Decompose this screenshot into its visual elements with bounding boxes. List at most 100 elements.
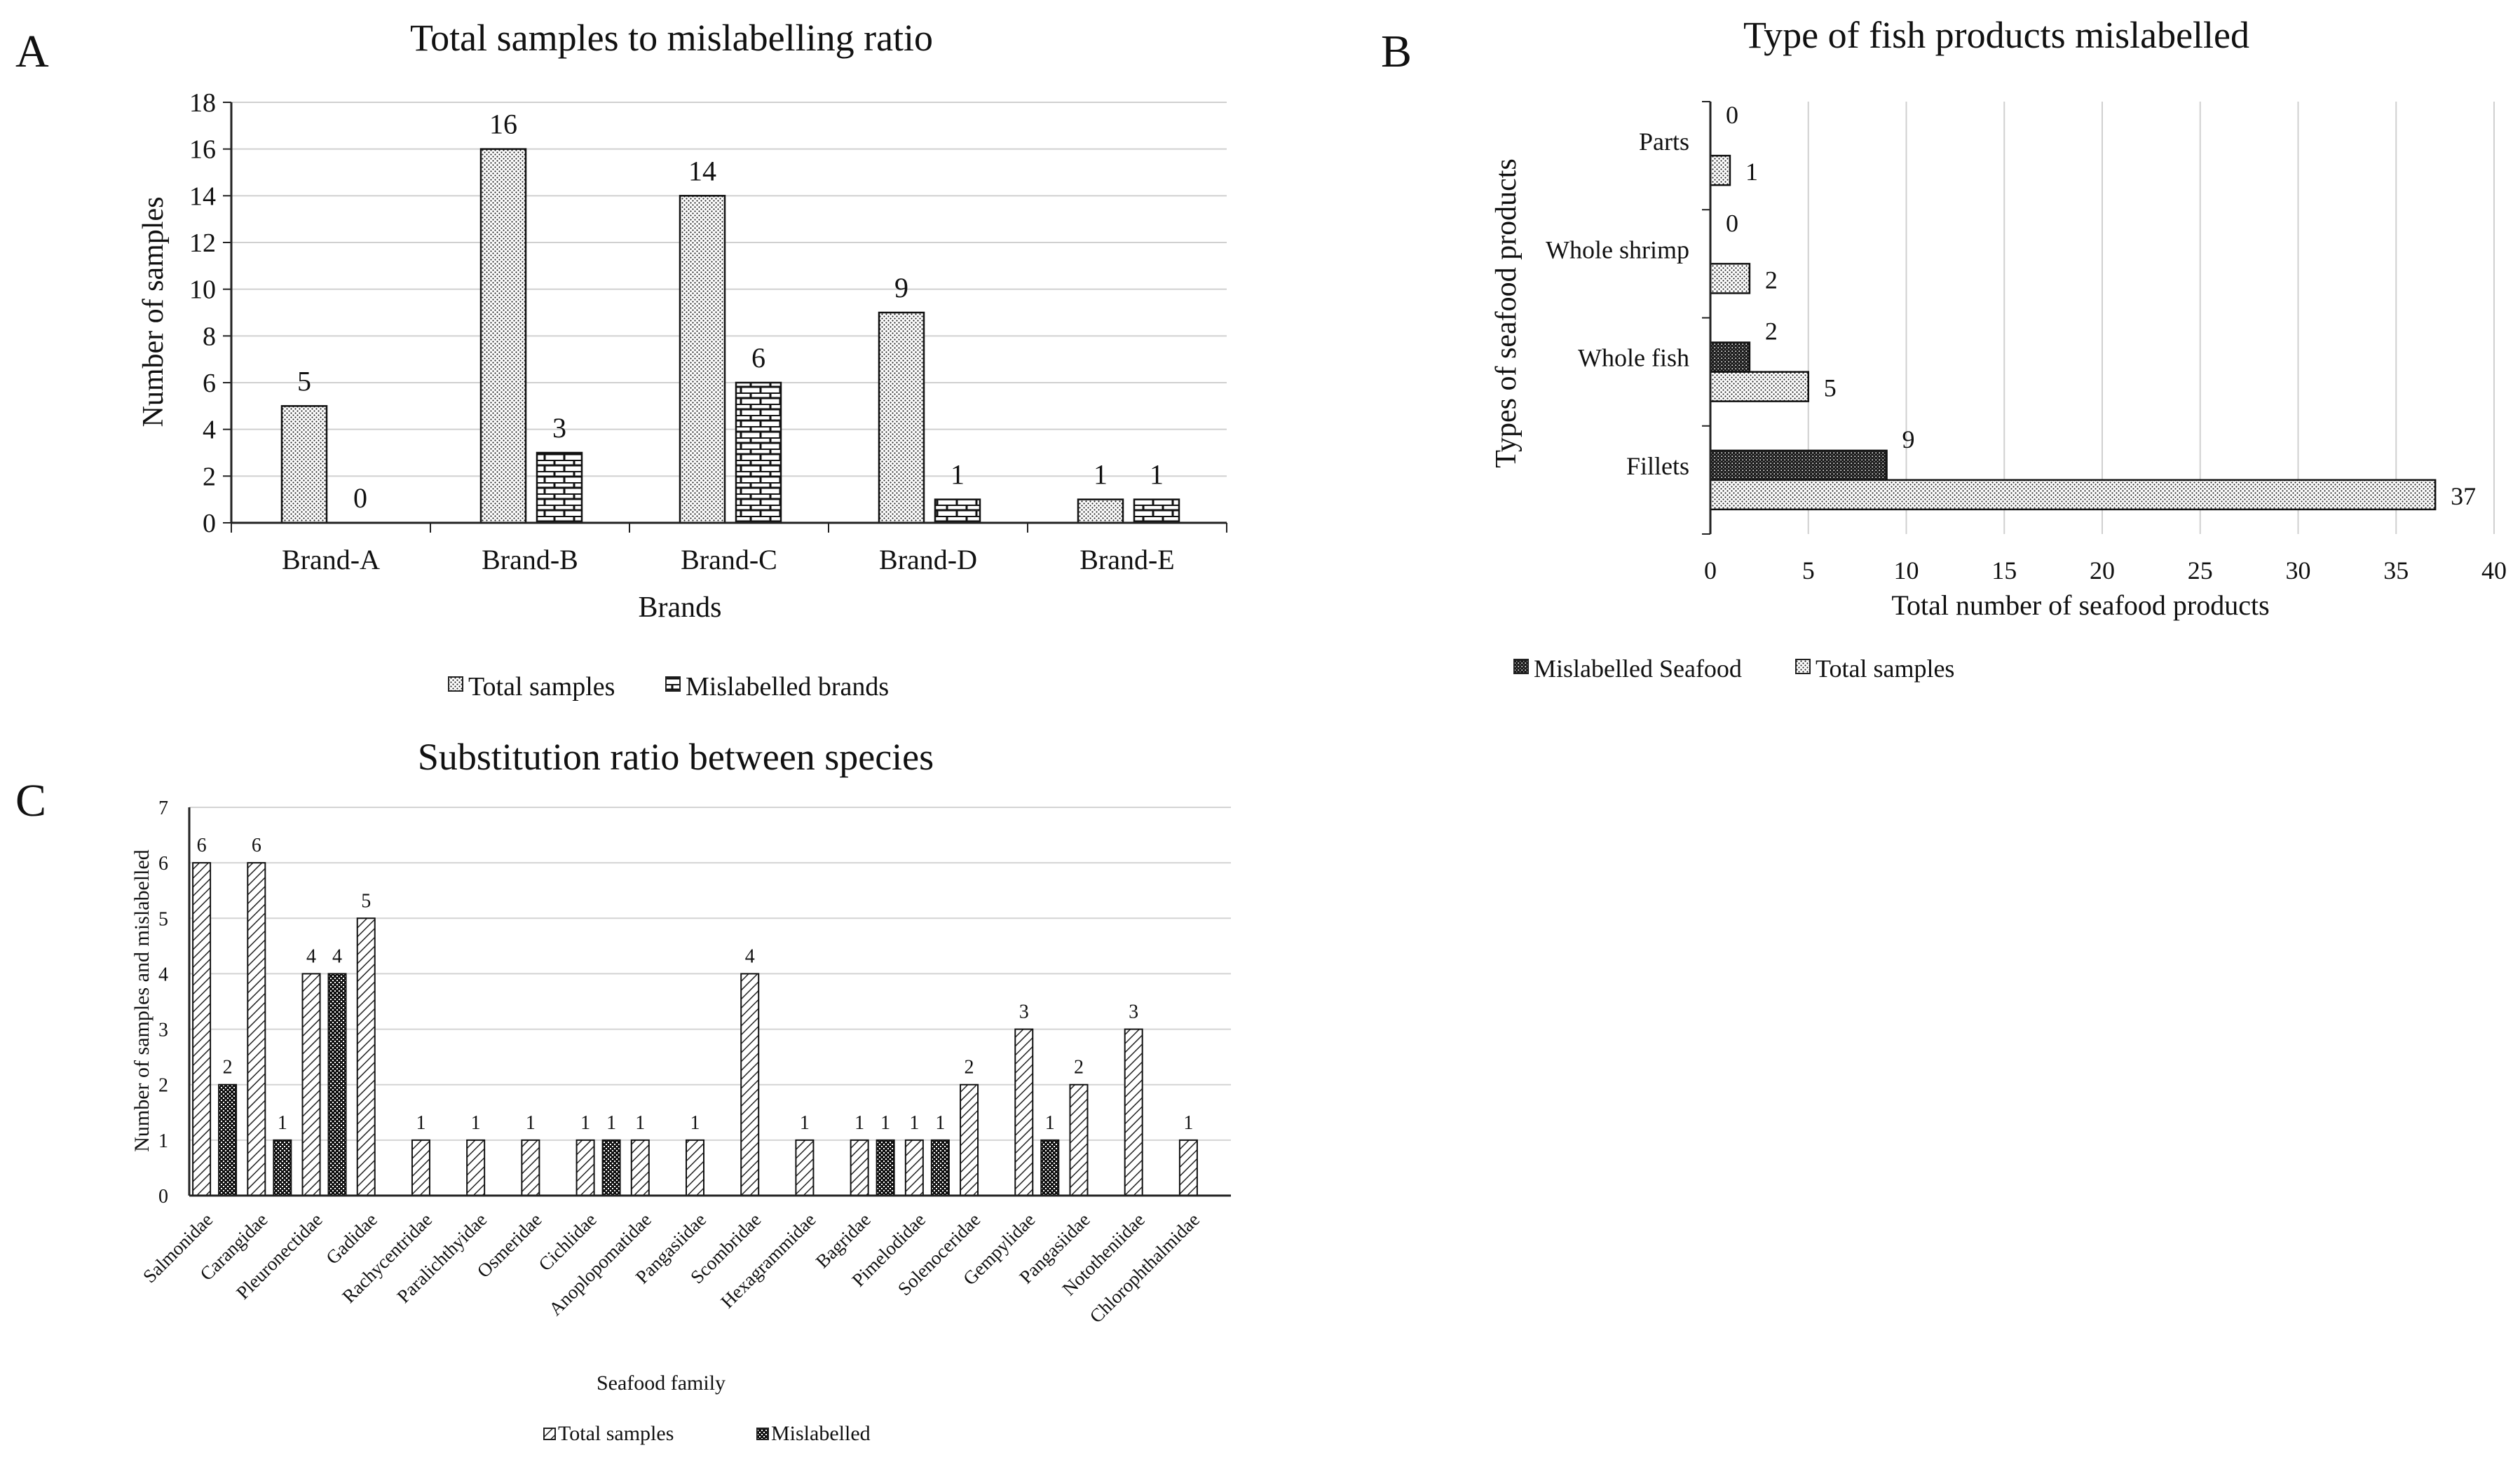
panel-b-gridlines xyxy=(1807,102,2495,534)
data-label-mislabelled-brands-brand-b: 3 xyxy=(552,412,566,444)
panel-a-x-label: Brands xyxy=(639,591,722,624)
data-label-total-samples-scombridae-10: 4 xyxy=(745,945,755,967)
bar-total-samples-gempylidae-15 xyxy=(1014,1028,1034,1196)
bar-total-samples-pangasiidae-16 xyxy=(1069,1083,1089,1196)
panel-b-legend: Mislabelled Seafood Total samples xyxy=(1513,655,1954,683)
panel-b-y-tick-label: Parts xyxy=(1639,128,1689,156)
panel-b-y-tick-label: Whole fish xyxy=(1578,344,1689,372)
bar-total-samples-anoplopomatidae-8 xyxy=(630,1139,650,1197)
panel-a-y-tick-label: 10 xyxy=(189,275,216,305)
data-label-total-samples-chlorophthalmidae-18: 1 xyxy=(1183,1112,1193,1134)
data-label-total-samples-whole-fish: 5 xyxy=(1824,374,1837,402)
panel-b-x-tick-label: 5 xyxy=(1802,556,1815,584)
bar-mislabelled-brands-brand-d xyxy=(934,498,981,524)
data-label-mislabelled-salmonidae-0: 2 xyxy=(223,1057,233,1079)
data-label-total-samples-pimelodidae-13: 1 xyxy=(909,1112,919,1134)
panel-a-x-tick-label: Brand-E xyxy=(1079,544,1175,575)
panel-a-y-tick-label: 2 xyxy=(203,462,216,491)
data-label-mislabelled-cichlidae-7: 1 xyxy=(606,1112,616,1134)
panel-b-x-tick-label: 15 xyxy=(1991,556,2017,584)
bar-mislabelled-seafood-fillets xyxy=(1709,449,1888,481)
panel-a-x-tick-label: Brand-C xyxy=(681,544,777,575)
panel-c-x-tick-label: Anoplopomatidae xyxy=(545,1209,655,1320)
data-label-total-samples-osmeridae-6: 1 xyxy=(526,1112,536,1134)
panel-a-legend: Total samples Mislabelled brands xyxy=(448,672,889,702)
panel-a-letter: A xyxy=(15,26,49,77)
panel-c-y-tick-label: 5 xyxy=(158,908,168,930)
bar-total-samples-whole-shrimp xyxy=(1709,263,1751,294)
data-label-total-samples-cichlidae-7: 1 xyxy=(580,1112,590,1134)
panel-a-y-tick-label: 12 xyxy=(189,228,216,258)
panel-c-y-label: Number of samples and mislabelled xyxy=(130,849,154,1152)
bar-total-samples-scombridae-10 xyxy=(740,973,760,1197)
data-label-mislabelled-pleuronectidae-2: 4 xyxy=(332,945,342,967)
panel-b-x-tick-label: 0 xyxy=(1704,556,1717,584)
bar-mislabelled-salmonidae-0 xyxy=(218,1083,238,1196)
panel-c-y-tick-label: 2 xyxy=(158,1075,168,1097)
legend-label-mislabelled-seafood: Mislabelled Seafood xyxy=(1534,655,1742,683)
data-label-total-samples-brand-a: 5 xyxy=(297,365,311,397)
bar-total-samples-brand-b xyxy=(479,148,527,524)
panel-c-y-ticks: 0 1 2 3 4 5 6 7 xyxy=(158,798,168,1208)
data-label-total-samples-parts: 1 xyxy=(1745,158,1758,186)
legend-swatch-mislabelled-brands xyxy=(665,676,681,692)
bar-total-samples-rachycentridae-4 xyxy=(411,1139,430,1197)
data-label-mislabelled-seafood-whole-shrimp: 0 xyxy=(1726,209,1738,237)
data-label-mislabelled-brands-brand-d: 1 xyxy=(951,459,965,491)
panel-a-bars xyxy=(280,148,1180,524)
data-label-total-samples-fillets: 37 xyxy=(2451,482,2476,510)
panel-b-bars xyxy=(1709,154,2437,511)
data-label-mislabelled-brands-brand-a: 0 xyxy=(353,482,367,514)
legend-label-mislabelled-c: Mislabelled xyxy=(771,1422,871,1445)
legend-label-total-samples-b: Total samples xyxy=(1816,655,1954,683)
panel-c-y-tick-label: 0 xyxy=(158,1186,168,1208)
bar-total-samples-gadidae-3 xyxy=(356,917,376,1197)
legend-label-total-samples-c: Total samples xyxy=(558,1422,674,1445)
data-label-total-samples-pleuronectidae-2: 4 xyxy=(306,945,316,967)
panel-b: B Type of fish products mislabelled 0102… xyxy=(1381,14,2507,683)
legend-swatch-total-samples-c xyxy=(543,1428,556,1440)
panel-a-y-tick-label: 18 xyxy=(189,88,216,118)
data-label-total-samples-carangidae-1: 6 xyxy=(252,835,261,856)
panel-b-y-tick-label: Fillets xyxy=(1626,452,1689,480)
panel-c-y-tick-label: 1 xyxy=(158,1130,168,1152)
data-label-total-samples-anoplopomatidae-8: 1 xyxy=(635,1112,645,1134)
panel-c-y-tick-label: 3 xyxy=(158,1020,168,1041)
data-label-total-samples-rachycentridae-4: 1 xyxy=(416,1112,425,1134)
panel-b-x-tick-label: 10 xyxy=(1894,556,1919,584)
bar-total-samples-pangasiidae-9 xyxy=(686,1139,704,1197)
panel-c-x-tick-label: Hexagrammidae xyxy=(716,1209,819,1312)
data-label-total-samples-brand-b: 16 xyxy=(489,109,517,140)
data-label-total-samples-nototheniidae-17: 3 xyxy=(1129,1001,1138,1023)
data-label-total-samples-brand-e: 1 xyxy=(1094,459,1108,491)
panel-a-y-tick-label: 6 xyxy=(203,369,216,398)
bar-total-samples-brand-a xyxy=(280,405,328,524)
bar-total-samples-salmonidae-0 xyxy=(192,862,212,1196)
data-label-mislabelled-brands-brand-e: 1 xyxy=(1150,459,1164,491)
bar-mislabelled-brands-brand-e xyxy=(1133,498,1180,524)
panel-a-y-label: Number of samples xyxy=(137,197,170,427)
panel-b-y-ticks: Parts Whole shrimp Whole fish Fillets xyxy=(1546,101,1710,535)
bar-total-samples-solenoceridae-14 xyxy=(960,1083,979,1196)
bar-total-samples-parts xyxy=(1709,154,1731,186)
data-label-total-samples-brand-d: 9 xyxy=(894,272,908,303)
bar-total-samples-brand-e xyxy=(1077,498,1124,524)
panel-b-y-label: Types of seafood products xyxy=(1490,158,1523,467)
panel-c-letter: C xyxy=(15,775,46,826)
bar-total-samples-cichlidae-7 xyxy=(575,1139,595,1197)
bar-total-samples-pleuronectidae-2 xyxy=(301,973,321,1197)
panel-a-y-tick-label: 16 xyxy=(189,135,216,165)
panel-c-title: Substitution ratio between species xyxy=(418,736,934,778)
data-label-total-samples-pangasiidae-16: 2 xyxy=(1074,1057,1084,1079)
bar-total-samples-bagridae-12 xyxy=(850,1139,869,1197)
data-label-total-samples-gempylidae-15: 3 xyxy=(1019,1001,1029,1023)
bar-total-samples-hexagrammidae-11 xyxy=(795,1139,815,1197)
panel-a-x-tick-label: Brand-D xyxy=(879,544,977,575)
panel-b-x-tick-label: 20 xyxy=(2090,556,2115,584)
panel-b-letter: B xyxy=(1381,26,1412,77)
panel-c-x-ticks: SalmonidaeCarangidaePleuronectidaeGadida… xyxy=(139,1209,1204,1327)
bar-total-samples-brand-c xyxy=(679,195,726,524)
data-label-total-samples-pangasiidae-9: 1 xyxy=(690,1112,700,1134)
data-label-total-samples-whole-shrimp: 2 xyxy=(1765,266,1778,294)
